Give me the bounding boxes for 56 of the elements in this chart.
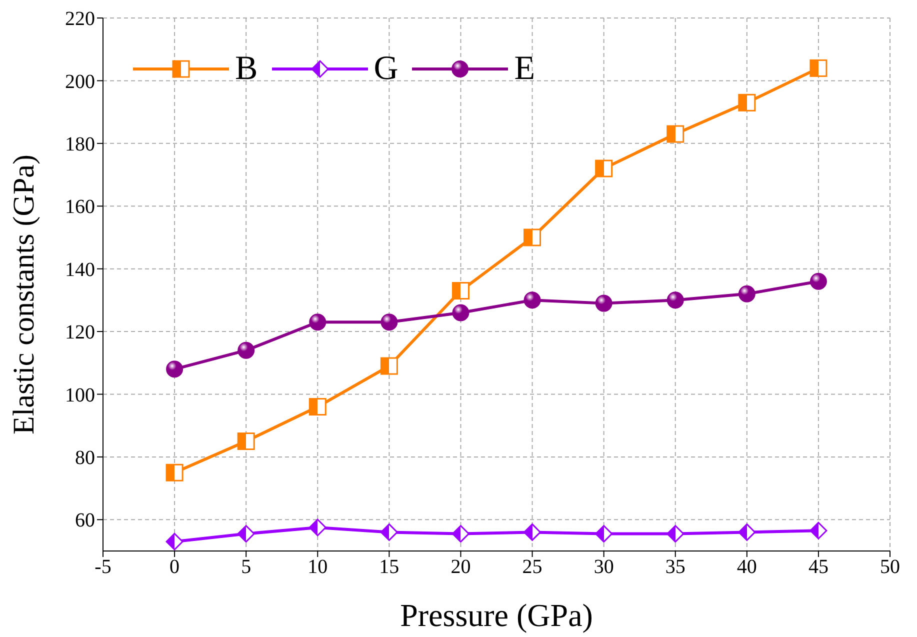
y-tick-label: 180: [65, 134, 95, 156]
legend-label: B: [235, 50, 258, 88]
point: [810, 522, 828, 540]
x-tick-label: 50: [880, 556, 900, 578]
point: [738, 523, 756, 541]
y-tick-label: 80: [75, 447, 95, 470]
point: [595, 525, 613, 543]
point: [524, 292, 541, 309]
y-tick-label: 100: [65, 384, 95, 406]
point: [810, 272, 827, 290]
y-tick-label: 120: [65, 322, 95, 344]
y-tick-label: 140: [65, 258, 95, 281]
point: [452, 304, 470, 322]
point: [524, 228, 542, 246]
point: [380, 314, 398, 331]
x-tick-label: -5: [94, 556, 112, 578]
point: [738, 94, 756, 112]
x-tick-label: 5: [241, 556, 252, 578]
x-tick-label: 35: [665, 556, 686, 578]
x-tick-label: 10: [308, 556, 328, 578]
point: [238, 342, 255, 359]
y-tick-label: 200: [65, 70, 95, 93]
point: [166, 532, 184, 550]
point: [452, 282, 470, 300]
point: [810, 59, 828, 77]
point: [380, 357, 398, 375]
y-tick-label: 160: [65, 196, 95, 218]
point: [524, 523, 542, 541]
point: [237, 525, 255, 543]
y-axis-title: Elastic constants (GPa): [8, 154, 41, 434]
point: [380, 523, 398, 541]
point: [166, 360, 184, 378]
point: [308, 398, 326, 416]
x-tick-label: 15: [379, 556, 400, 578]
x-tick-label: 40: [736, 556, 757, 578]
point: [166, 464, 184, 482]
point: [237, 432, 255, 450]
point: [308, 518, 326, 536]
point: [309, 314, 326, 331]
legend-label: G: [374, 50, 398, 88]
point: [595, 160, 613, 178]
point: [595, 294, 612, 312]
point: [666, 292, 684, 309]
point: [666, 525, 684, 543]
x-tick-label: 0: [170, 556, 180, 578]
legend-label: E: [514, 50, 536, 88]
point: [738, 285, 756, 302]
x-axis-title: Pressure (GPa): [400, 597, 593, 633]
x-tick-label: 45: [808, 556, 828, 578]
y-tick-label: 220: [65, 8, 95, 30]
x-tick-label: 25: [522, 556, 542, 578]
x-tick-label: 20: [450, 556, 471, 578]
x-tick-label: 30: [594, 556, 614, 578]
y-tick-label: 60: [75, 510, 95, 532]
point: [666, 125, 684, 143]
point: [452, 525, 470, 543]
